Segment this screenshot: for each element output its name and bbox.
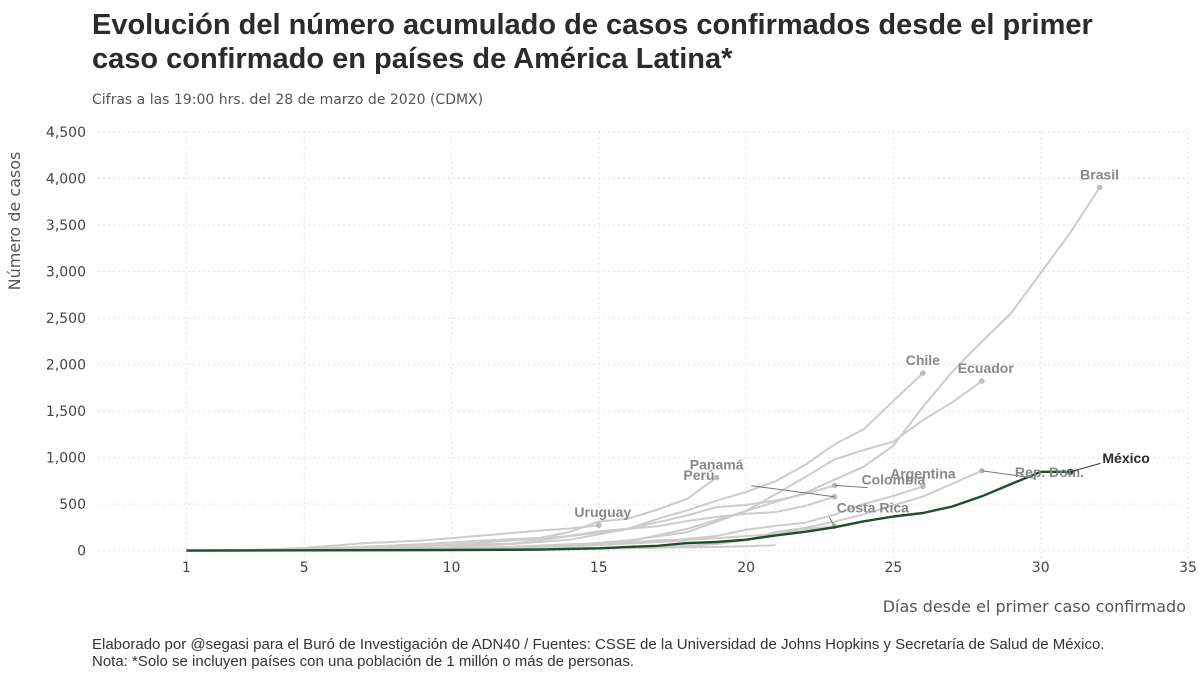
series-label-brasil: Brasil	[1080, 166, 1119, 182]
y-tick-label: 1,000	[46, 451, 86, 467]
y-axis-ticks: 0 500 1,000 1,500 2,000 2,500 3,000 3,500 4,000 4…	[46, 125, 86, 560]
series-label-m-xico: México	[1102, 450, 1149, 466]
y-tick-label: 4,500	[46, 125, 86, 141]
caption-note: Nota: *Solo se incluyen países con una p…	[92, 653, 634, 670]
y-tick-label: 2,500	[46, 311, 86, 327]
series-end-point-brasil	[1096, 184, 1103, 191]
caption-sources: Elaborado por @segasi para el Buró de In…	[92, 636, 1105, 653]
series-line-m-xico	[186, 470, 1071, 552]
y-tick-label: 500	[59, 497, 86, 513]
x-tick-label: 5	[300, 560, 309, 576]
series-line-chile	[186, 372, 924, 552]
series-label-ecuador: Ecuador	[958, 360, 1015, 376]
series-line-costa-rica	[186, 525, 835, 552]
label-leader-rep-dom-	[981, 470, 1036, 479]
label-leader-costa-rica	[828, 517, 835, 527]
x-axis-ticks: 1 5 10 15 20 25 30 35	[182, 560, 1197, 576]
series-end-point-panam-	[713, 474, 720, 481]
y-tick-label: 0	[77, 544, 86, 560]
x-tick-label: 30	[1032, 560, 1050, 576]
x-tick-label: 1	[182, 560, 191, 576]
y-tick-label: 4,000	[46, 172, 86, 188]
chart-caption: Elaborado por @segasi para el Buró de In…	[92, 636, 1104, 670]
x-axis-title: Días desde el primer caso confirmado	[883, 597, 1186, 616]
x-tick-label: 25	[884, 560, 902, 576]
series-end-point-argentina	[920, 483, 926, 490]
label-leader-colombia	[834, 484, 868, 489]
series-end-point-uruguay	[596, 522, 602, 529]
series-label-costa-rica: Costa Rica	[837, 500, 910, 516]
x-tick-label: 35	[1179, 560, 1197, 576]
series-label-rep-dom-: Rep. Dom.	[1015, 464, 1084, 480]
series-line-uruguay	[186, 524, 599, 552]
series-end-point-per-	[831, 493, 838, 500]
x-tick-label: 10	[443, 560, 461, 576]
series-line-ecuador	[186, 380, 983, 552]
chart-subtitle: Cifras a las 19:00 hrs. del 28 de marzo …	[92, 92, 484, 108]
series-line-panam-	[186, 476, 718, 552]
x-tick-label: 15	[590, 560, 608, 576]
series-label-panam-: Panamá	[690, 457, 744, 473]
grid-lines	[98, 131, 1189, 560]
y-tick-label: 3,000	[46, 265, 86, 281]
series-label-argentina: Argentina	[890, 465, 956, 481]
x-tick-label: 20	[737, 560, 755, 576]
y-tick-label: 1,500	[46, 404, 86, 420]
label-leader-m-xico	[1070, 462, 1101, 473]
label-leader-per-	[751, 485, 835, 498]
series-label-uruguay: Uruguay	[574, 504, 631, 520]
y-tick-label: 2,000	[46, 358, 86, 374]
series-label-chile: Chile	[906, 352, 940, 368]
series-label-colombia: Colombia	[862, 472, 926, 488]
series-end-point-chile	[920, 370, 926, 376]
series-end-point-ecuador	[978, 378, 985, 384]
y-tick-label: 3,500	[46, 218, 86, 234]
y-axis-title: Número de casos	[5, 152, 24, 291]
series-label-per-: Perú	[683, 467, 714, 483]
chart-title: Evolución del número acumulado de casos …	[92, 9, 1093, 75]
